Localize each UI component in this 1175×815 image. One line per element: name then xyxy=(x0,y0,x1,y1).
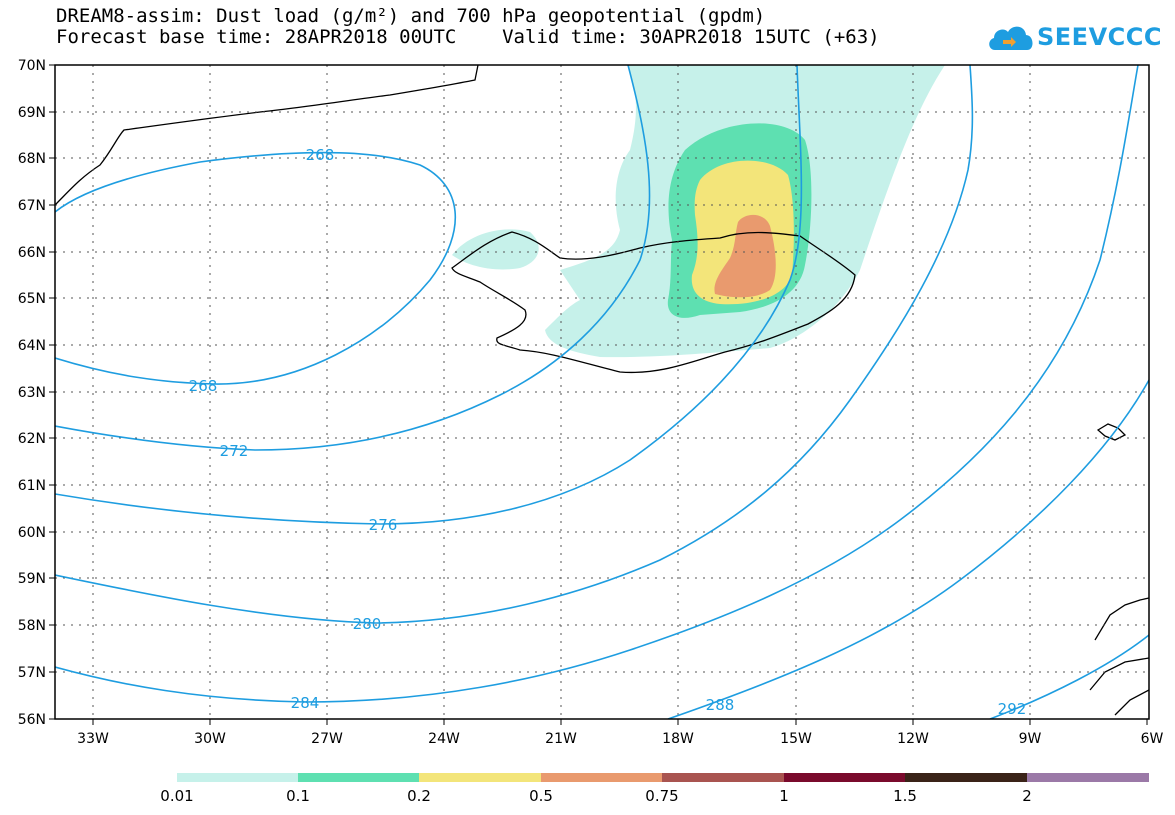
lon-label: 6W xyxy=(1141,731,1164,747)
colorbar-label: 1 xyxy=(779,787,789,805)
lat-label: 66N xyxy=(18,245,46,261)
colorbar-segment xyxy=(662,773,784,782)
contour-label: 272 xyxy=(220,442,249,460)
colorbar-label: 0.1 xyxy=(286,787,310,805)
lat-label: 67N xyxy=(18,198,46,214)
lat-label: 64N xyxy=(18,338,46,354)
contour-280 xyxy=(55,65,974,624)
contour-label: 284 xyxy=(291,694,320,712)
colorbar-segment xyxy=(1027,773,1149,782)
coastlines xyxy=(55,65,1149,716)
contour-label: 268 xyxy=(306,146,335,164)
geopotential-contours xyxy=(55,65,1149,719)
contour-288 xyxy=(667,379,1149,719)
lat-label: 58N xyxy=(18,618,46,634)
contour-label: 292 xyxy=(998,700,1027,718)
colorbar-segment xyxy=(177,773,298,782)
lat-label: 56N xyxy=(18,712,46,728)
contour-label: 288 xyxy=(706,696,735,714)
colorbar-label: 1.5 xyxy=(893,787,917,805)
colorbar-segment xyxy=(905,773,1027,782)
cloud-logo-icon xyxy=(989,26,1033,50)
contour-label: 276 xyxy=(369,516,398,534)
contour-268 xyxy=(55,151,457,385)
lat-label: 57N xyxy=(18,665,46,681)
lon-label: 18W xyxy=(662,731,694,747)
lat-label: 63N xyxy=(18,385,46,401)
greenland-coast xyxy=(55,65,479,206)
logo-text: SEEVCCC xyxy=(1037,23,1162,51)
contour-276 xyxy=(55,65,803,525)
contour-284 xyxy=(55,65,1139,703)
lon-label: 9W xyxy=(1019,731,1042,747)
lon-label: 33W xyxy=(77,731,109,747)
contour-label: 280 xyxy=(353,615,382,633)
lon-label: 15W xyxy=(780,731,812,747)
lat-label: 60N xyxy=(18,525,46,541)
colorbar-label: 2 xyxy=(1022,787,1032,805)
map-subtitle: Forecast base time: 28APR2018 00UTC Vali… xyxy=(56,26,880,48)
colorbar-segment xyxy=(541,773,662,782)
map-title: DREAM8-assim: Dust load (g/m²) and 700 h… xyxy=(56,5,766,27)
contour-labels: 268 268 272 276 280 284 288 292 xyxy=(189,146,1027,718)
colorbar-label: 0.75 xyxy=(645,787,678,805)
lat-label: 68N xyxy=(18,151,46,167)
colorbar-label: 0.2 xyxy=(407,787,431,805)
longitude-labels: 33W 30W 27W 24W 21W 18W 15W 12W 9W 6W xyxy=(77,731,1163,747)
colorbar-segment xyxy=(298,773,419,782)
lat-label: 70N xyxy=(18,58,46,74)
lat-label: 65N xyxy=(18,291,46,307)
lon-label: 24W xyxy=(428,731,460,747)
colorbar-segment xyxy=(419,773,541,782)
colorbar-label: 0.01 xyxy=(160,787,193,805)
latitude-labels: 70N 69N 68N 67N 66N 65N 64N 63N 62N 61N … xyxy=(18,58,46,728)
colorbar: 0.01 0.1 0.2 0.5 0.75 1 1.5 2 xyxy=(160,773,1149,805)
lon-label: 30W xyxy=(194,731,226,747)
lat-label: 69N xyxy=(18,105,46,121)
colorbar-label: 0.5 xyxy=(529,787,553,805)
contour-292 xyxy=(989,634,1149,719)
lon-label: 27W xyxy=(311,731,343,747)
lat-label: 59N xyxy=(18,571,46,587)
lat-label: 62N xyxy=(18,431,46,447)
contour-272 xyxy=(55,65,651,451)
scotland-coast xyxy=(1089,597,1149,716)
faroe-islands xyxy=(1096,423,1127,441)
dust-region-0.01-west xyxy=(452,229,539,270)
colorbar-segment xyxy=(784,773,905,782)
lat-label: 61N xyxy=(18,478,46,494)
seevccc-logo: SEEVCCC xyxy=(985,18,1170,58)
lon-label: 12W xyxy=(897,731,929,747)
dust-region-0.5 xyxy=(714,214,776,298)
graticule xyxy=(55,65,1149,719)
axis-ticks xyxy=(49,64,1148,725)
lon-label: 21W xyxy=(545,731,577,747)
iceland-coast xyxy=(451,231,856,374)
contour-label: 268 xyxy=(189,377,218,395)
